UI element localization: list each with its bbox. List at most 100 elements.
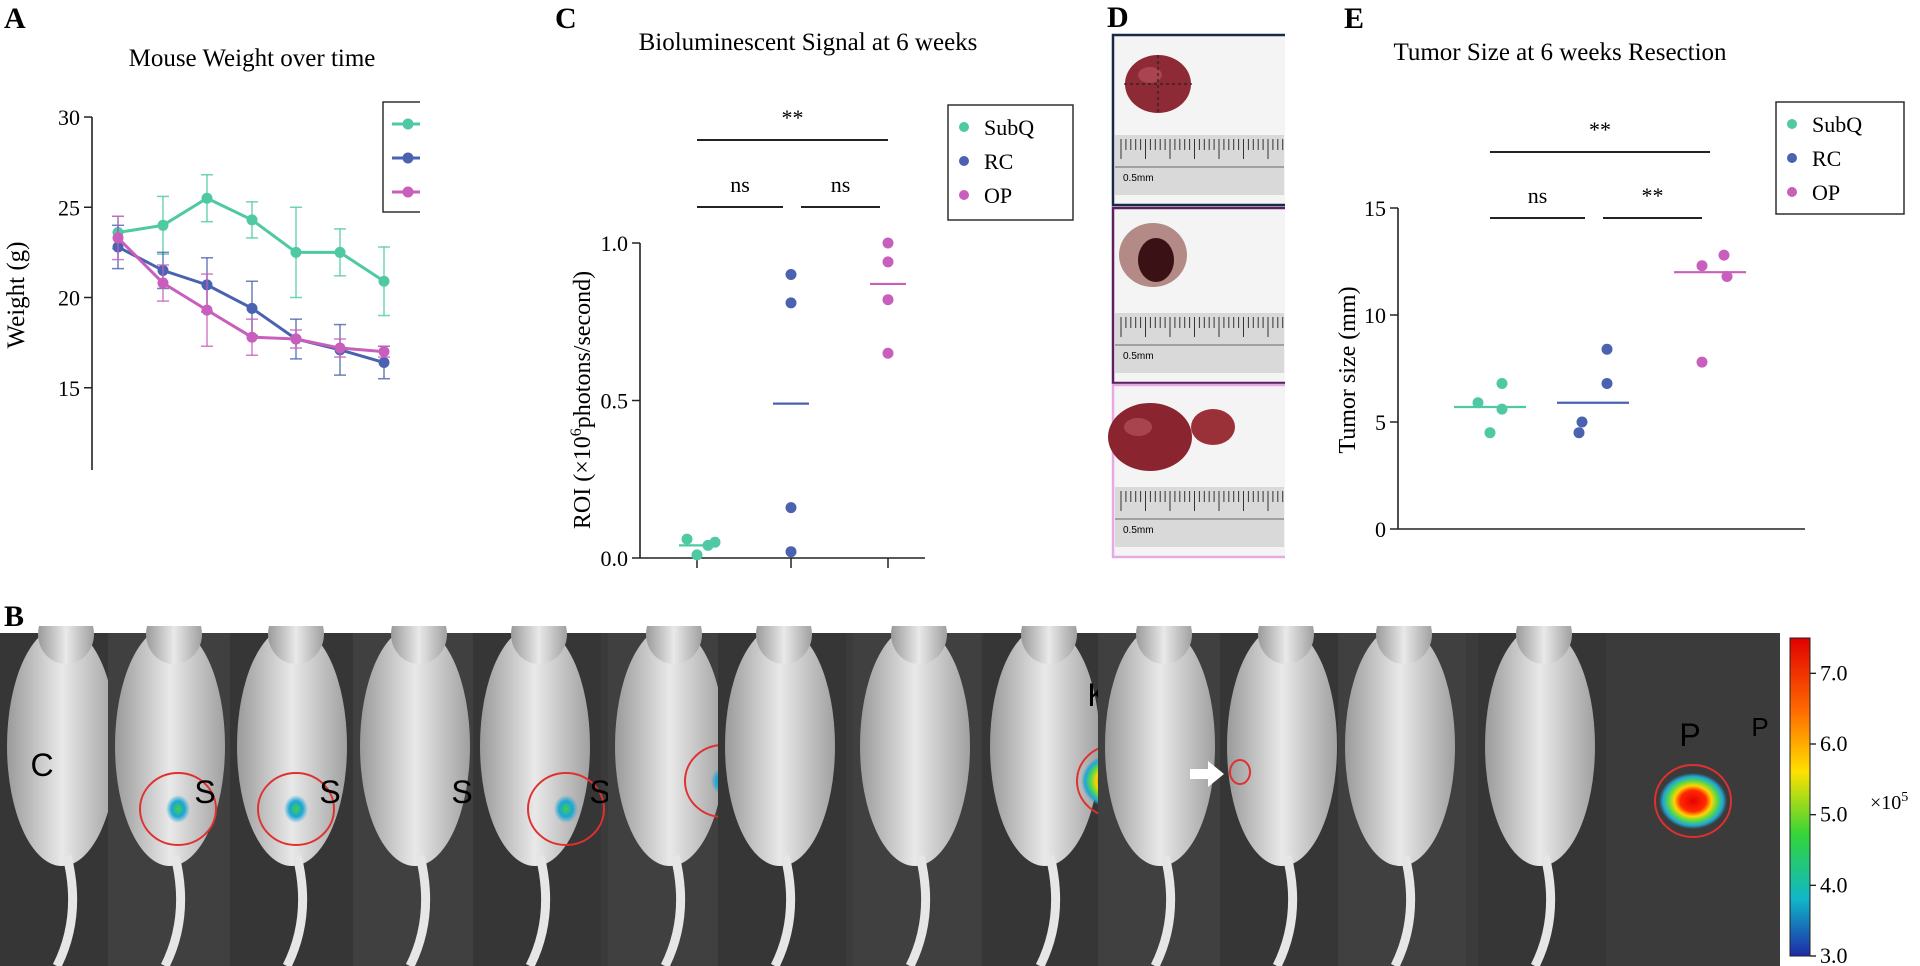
legend-marker	[1787, 187, 1797, 197]
scale-label: 0.5mm	[1123, 351, 1154, 362]
legend-label: SubQ	[1812, 112, 1862, 137]
mouse-head	[146, 626, 202, 664]
legend-marker	[402, 152, 414, 164]
group-op	[1674, 249, 1746, 368]
data-point	[1721, 270, 1733, 282]
data-point	[246, 214, 258, 226]
y-tick-label: 25	[58, 195, 80, 220]
data-point	[378, 275, 390, 287]
mouse-body	[7, 626, 117, 866]
colorbar-tick-label: 4.0	[1820, 872, 1848, 897]
mouse-image: P	[1220, 626, 1462, 966]
bli-signal	[166, 795, 190, 823]
y-axis-label: Weight (g)	[3, 242, 30, 349]
bli-signal	[284, 795, 308, 823]
y-tick-label: 30	[58, 105, 80, 130]
roi-circle	[1654, 764, 1732, 838]
data-point	[1484, 427, 1496, 439]
legend-label: RC	[1812, 146, 1841, 171]
series-op	[112, 215, 390, 358]
mouse-tail	[160, 854, 186, 966]
data-point	[1718, 249, 1730, 261]
mouse-body	[725, 626, 835, 866]
panel-label-a: A	[4, 2, 26, 35]
mouse-body	[115, 626, 225, 866]
legend-label: OP	[1812, 180, 1840, 205]
mouse-head	[1021, 626, 1077, 664]
mouse-image: C	[0, 626, 128, 966]
roi-circle	[257, 772, 335, 846]
colorbar-multiplier: ×105	[1870, 790, 1908, 814]
mouse-body	[237, 626, 347, 866]
roi-circle	[1229, 759, 1251, 785]
y-tick-label: 10	[1364, 303, 1386, 328]
mouse-head	[1376, 626, 1432, 664]
data-point	[378, 356, 390, 368]
scale-label: 0.5mm	[1123, 525, 1154, 536]
bli-signal	[1659, 773, 1727, 829]
significance-label: **	[1589, 117, 1611, 142]
mouse-label: S	[451, 774, 472, 810]
panel-b-label: B	[4, 600, 24, 633]
data-point	[1472, 397, 1484, 409]
y-tick-label: 10	[58, 466, 80, 470]
scale-label: 0.5mm	[1123, 173, 1154, 184]
data-point	[1601, 377, 1613, 389]
y-tick-label: 0	[1375, 517, 1386, 542]
mouse-tail	[1390, 854, 1416, 966]
mouse-body	[615, 626, 725, 866]
legend-marker	[1787, 153, 1797, 163]
mouse-tail	[770, 854, 796, 966]
panel-label-d: D	[1107, 1, 1129, 34]
tumor-specimen	[1108, 403, 1192, 471]
colorbar-tick-label: 5.0	[1820, 802, 1848, 827]
roi-circle	[527, 772, 605, 846]
legend-marker	[402, 118, 414, 130]
data-point	[1696, 356, 1708, 368]
panel-label-b: B	[4, 600, 24, 633]
data-point	[378, 346, 390, 358]
mouse-tail	[1272, 854, 1298, 966]
mouse-image: S	[473, 626, 611, 966]
data-point	[112, 232, 124, 244]
series-subq	[112, 174, 390, 317]
chart-title: Mouse Weight over time	[129, 45, 376, 72]
y-tick-label: 20	[58, 286, 80, 311]
tumor-photo: 0.5mm	[1108, 383, 1285, 559]
panel-label-e: E	[1344, 2, 1364, 35]
group-subq	[1454, 377, 1526, 439]
mouse-head	[38, 626, 94, 664]
colorbar-tick-label: 7.0	[1820, 660, 1848, 685]
mouse-label: S	[319, 774, 340, 810]
group-rc	[1557, 343, 1629, 439]
colorbar	[1789, 637, 1811, 957]
colorbar-tick-label: 6.0	[1820, 731, 1848, 756]
mouse-head	[646, 626, 702, 664]
mouse-head	[268, 626, 324, 664]
data-point	[334, 342, 346, 354]
data-point	[1496, 377, 1508, 389]
mouse-head	[1136, 626, 1192, 664]
data-point	[290, 246, 302, 258]
mouse-head	[891, 626, 947, 664]
mouse-label: P	[1679, 717, 1700, 753]
significance-label: **	[1642, 183, 1664, 208]
mouse-image: S	[230, 626, 358, 966]
y-axis-label: Tumor size (mm)	[1335, 286, 1361, 453]
mouse-body	[1345, 626, 1455, 866]
mouse-body	[1227, 626, 1337, 866]
mouse-image: S	[353, 626, 481, 966]
tumor-highlight	[1138, 67, 1162, 83]
bli-image-strip: CSSSSKKKKPPPPP 7.06.05.04.03.0×105	[0, 626, 1908, 966]
data-point	[201, 192, 213, 204]
data-point	[157, 277, 169, 289]
data-point	[201, 304, 213, 316]
mouse-body	[860, 626, 970, 866]
weight-chart: A Mouse Weight over time Weight (g) 10 15…	[3, 2, 420, 470]
mouse-tail	[525, 854, 551, 966]
mouse-label: S	[589, 774, 610, 810]
mouse-image: P	[1338, 626, 1597, 966]
mouse-body	[990, 626, 1100, 866]
mouse-tail	[905, 854, 931, 966]
mouse-head	[511, 626, 567, 664]
